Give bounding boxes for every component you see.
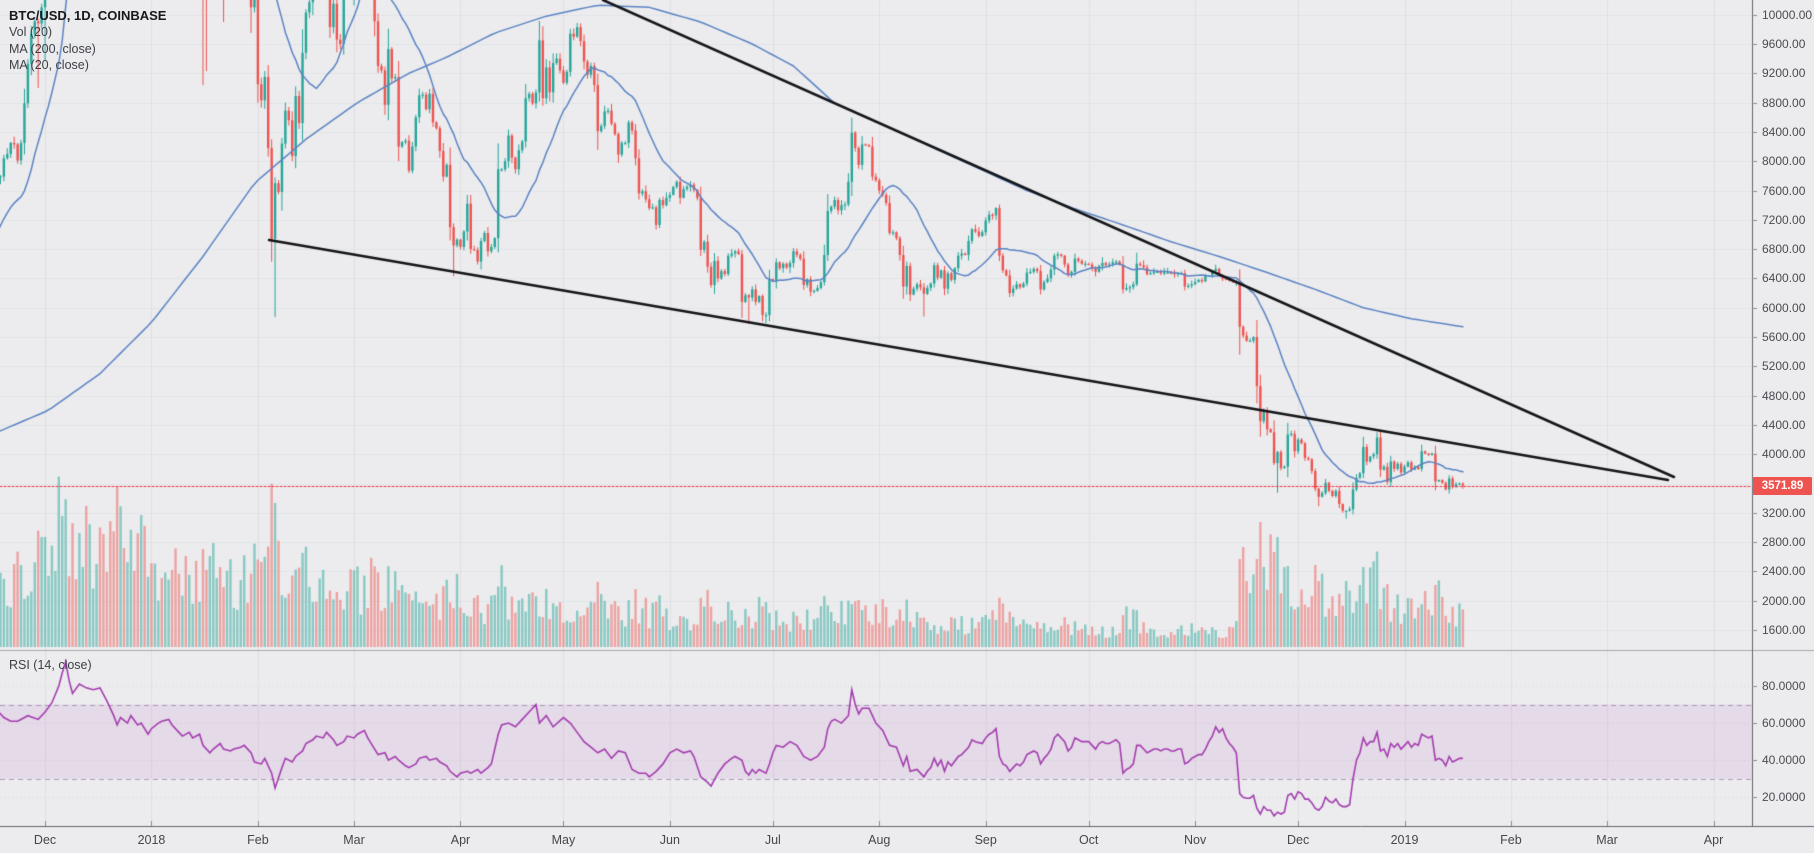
price-tick-label: 7600.00 — [1762, 183, 1806, 198]
price-tick-label: 3200.00 — [1762, 505, 1806, 520]
time-tick-label: Feb — [1500, 833, 1522, 847]
price-tick-label: 2000.00 — [1762, 593, 1806, 608]
price-tick-label: 9600.00 — [1762, 36, 1806, 51]
time-tick-label: Jul — [764, 833, 781, 847]
price-tick-label: 8800.00 — [1762, 95, 1806, 110]
time-tick-label: Apr — [450, 833, 471, 847]
rsi-indicator-label[interactable]: RSI (14, close) — [9, 658, 92, 672]
price-tick-label: 9200.00 — [1762, 66, 1806, 81]
price-tick-label: 8000.00 — [1762, 154, 1806, 169]
price-tick-label: 2400.00 — [1762, 564, 1806, 579]
price-tick-label: 6800.00 — [1762, 242, 1806, 257]
legend-ma20-indicator[interactable]: MA (20, close) — [9, 58, 89, 72]
time-tick-label: Feb — [247, 833, 269, 847]
chart-legend: BTC/USD, 1D, COINBASE Vol (20) MA (200, … — [9, 7, 166, 74]
price-tick-label: 4000.00 — [1762, 447, 1806, 462]
price-tick-label: 2800.00 — [1762, 535, 1806, 550]
rsi-tick-label: 20.0000 — [1762, 790, 1806, 805]
price-tick-label: 5600.00 — [1762, 330, 1806, 345]
time-tick-label: Nov — [1183, 833, 1207, 847]
time-tick-label: Mar — [343, 833, 365, 847]
legend-volume-indicator[interactable]: Vol (20) — [9, 25, 53, 39]
time-tick-label: Jun — [659, 833, 680, 847]
price-axis[interactable]: 10000.00 9600.00 9200.00 8800.00 8400.00 8000… — [1753, 0, 1814, 826]
legend-ma200-indicator[interactable]: MA (200, close) — [9, 41, 96, 56]
time-tick-label: Oct — [1078, 833, 1099, 847]
time-tick-label: Dec — [33, 833, 57, 847]
time-tick-label: 2018 — [137, 833, 166, 847]
price-tick-label: 4800.00 — [1762, 388, 1806, 403]
rsi-tick-label: 40.0000 — [1762, 753, 1806, 768]
rsi-tick-label: 60.0000 — [1762, 716, 1806, 731]
time-tick-label: Dec — [1286, 833, 1310, 847]
last-price-label: 3571.89 — [1753, 476, 1812, 495]
time-tick-label: Sep — [974, 833, 997, 847]
time-tick-label: Aug — [868, 833, 891, 847]
time-tick-label: May — [551, 833, 576, 847]
price-tick-label: 5200.00 — [1762, 359, 1806, 374]
time-axis[interactable]: Dec 2018 Feb Mar Apr May Jun Jul Aug Sep Oct Nov Dec… — [0, 827, 1752, 853]
price-tick-label: 7200.00 — [1762, 212, 1806, 227]
price-tick-label: 8400.00 — [1762, 124, 1806, 139]
time-tick-label: Mar — [1596, 833, 1618, 847]
price-tick-label: 1600.00 — [1762, 623, 1806, 638]
time-tick-label: 2019 — [1390, 833, 1419, 847]
price-tick-label: 6400.00 — [1762, 271, 1806, 286]
price-tick-label: 6000.00 — [1762, 300, 1806, 315]
symbol-title[interactable]: BTC/USD, 1D, COINBASE — [9, 8, 167, 23]
price-tick-label: 10000.00 — [1762, 7, 1813, 22]
rsi-tick-label: 80.0000 — [1762, 679, 1806, 693]
time-tick-label: Apr — [1703, 833, 1724, 847]
price-tick-label: 4400.00 — [1762, 417, 1806, 432]
